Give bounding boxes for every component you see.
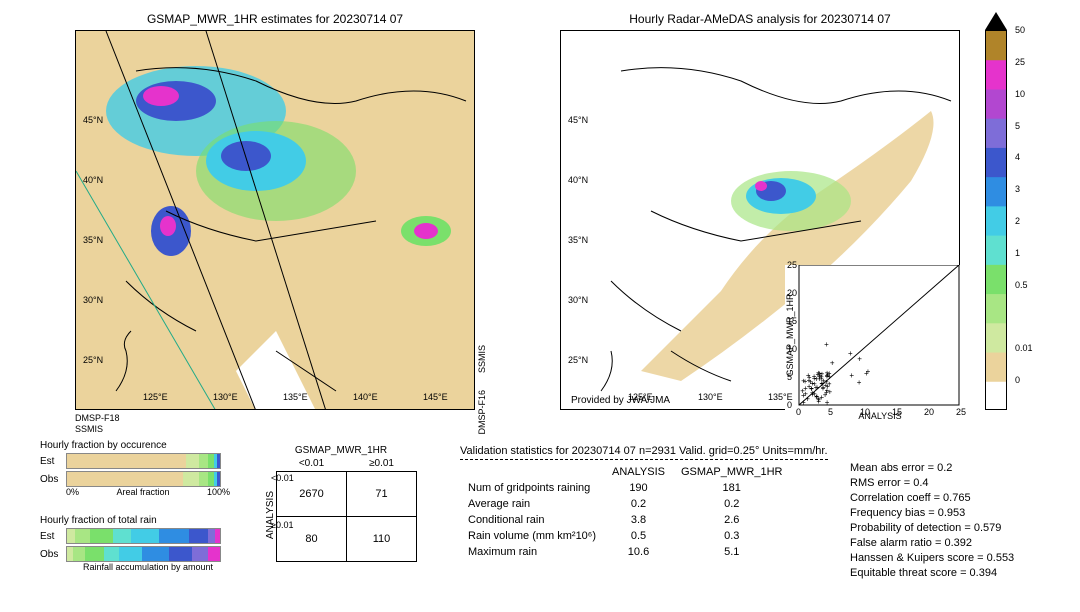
occurrence-obs-bar — [66, 471, 221, 487]
totalrain-est-bar — [66, 528, 221, 544]
totalrain-title: Hourly fraction of total rain — [40, 515, 230, 526]
axis-tick: 15 — [892, 407, 902, 417]
table-row: Average rain0.20.2 — [460, 496, 790, 512]
svg-text:+: + — [815, 392, 820, 401]
axis-tick: 0 — [787, 400, 792, 410]
axis-tick: 145°E — [423, 392, 448, 402]
right-map-title: Hourly Radar-AMeDAS analysis for 2023071… — [560, 12, 960, 26]
score-row: Equitable threat score = 0.394 — [850, 567, 1014, 579]
left-map — [75, 30, 475, 410]
axis-tick: 0.5 — [1015, 280, 1028, 290]
svg-text:+: + — [803, 377, 808, 386]
axis-tick: 40°N — [568, 175, 588, 185]
svg-text:+: + — [819, 373, 824, 382]
score-row: RMS error = 0.4 — [850, 477, 1014, 489]
axis-tick: 125°E — [628, 392, 653, 402]
validation-title: Validation statistics for 20230714 07 n=… — [460, 445, 828, 460]
axis-tick: 25°N — [568, 355, 588, 365]
axis-tick: 4 — [1015, 152, 1020, 162]
scatter-plot: ++++++++++++++++++++++++++++++++++++++++… — [785, 265, 960, 420]
validation-table: ANALYSISGSMAP_MWR_1HRNum of gridpoints r… — [460, 464, 790, 560]
svg-text:+: + — [866, 367, 871, 376]
axis-tick: 15 — [787, 316, 797, 326]
provided-label: Provided by JWA/JMA — [571, 395, 670, 406]
score-row: Frequency bias = 0.953 — [850, 507, 1014, 519]
score-row: Mean abs error = 0.2 — [850, 462, 1014, 474]
svg-text:+: + — [830, 359, 835, 368]
axis-tick: 30°N — [83, 295, 103, 305]
sat-label: SSMIS — [477, 345, 487, 373]
sat-label: DMSP-F16 — [477, 390, 487, 435]
axis-tick: 140°E — [353, 392, 378, 402]
axis-tick: 10 — [860, 407, 870, 417]
validation-panel: Validation statistics for 20230714 07 n=… — [460, 445, 828, 560]
table-row: Num of gridpoints raining190181 — [460, 480, 790, 496]
axis-tick: 35°N — [83, 235, 103, 245]
axis-tick: 25 — [956, 407, 966, 417]
score-row: Hanssen & Kuipers score = 0.553 — [850, 552, 1014, 564]
table-row: Maximum rain10.65.1 — [460, 544, 790, 560]
table-row: Rain volume (mm km²10⁶)0.50.3 — [460, 528, 790, 544]
axis-tick: 25°N — [83, 355, 103, 365]
axis-tick: 3 — [1015, 184, 1020, 194]
axis-tick: 45°N — [568, 115, 588, 125]
axis-tick: 20 — [924, 407, 934, 417]
svg-text:+: + — [827, 379, 832, 388]
colorbar — [985, 30, 1007, 413]
axis-tick: 1 — [1015, 248, 1020, 258]
svg-text:+: + — [824, 340, 829, 349]
axis-tick: 50 — [1015, 25, 1025, 35]
axis-tick: 5 — [828, 407, 833, 417]
svg-text:+: + — [815, 383, 820, 392]
svg-text:+: + — [848, 349, 853, 358]
axis-tick: 0.01 — [1015, 343, 1033, 353]
axis-tick: 2 — [1015, 216, 1020, 226]
axis-tick: 30°N — [568, 295, 588, 305]
axis-tick: 130°E — [698, 392, 723, 402]
occurrence-est-bar — [66, 453, 221, 469]
scatter-ylabel: GSMAP_MWR_1HR — [785, 293, 795, 377]
est-label: Est — [40, 456, 62, 467]
axis-tick: 130°E — [213, 392, 238, 402]
totalrain-obs-bar — [66, 546, 221, 562]
axis-tick: 125°E — [143, 392, 168, 402]
svg-text:+: + — [857, 378, 862, 387]
axis-tick: 35°N — [568, 235, 588, 245]
svg-text:+: + — [849, 371, 854, 380]
svg-text:+: + — [827, 369, 832, 378]
svg-text:+: + — [827, 387, 832, 396]
occurrence-panel: Hourly fraction by occurence Est Obs 0% … — [40, 440, 230, 497]
axis-tick: 10 — [1015, 89, 1025, 99]
score-row: Correlation coeff = 0.765 — [850, 492, 1014, 504]
axis-tick: 45°N — [83, 115, 103, 125]
table-row: Conditional rain3.82.6 — [460, 512, 790, 528]
occurrence-title: Hourly fraction by occurence — [40, 440, 230, 451]
scores-panel: Mean abs error = 0.2 RMS error = 0.4 Corre… — [850, 462, 1014, 582]
axis-tick: 20 — [787, 288, 797, 298]
axis-tick: 10 — [787, 344, 797, 354]
axis-tick: 40°N — [83, 175, 103, 185]
axis-tick: 0 — [1015, 375, 1020, 385]
score-row: False alarm ratio = 0.392 — [850, 537, 1014, 549]
axis-tick: SSMIS — [75, 424, 103, 434]
obs-label: Obs — [40, 474, 62, 485]
svg-text:+: + — [821, 384, 826, 393]
axis-tick: 25 — [1015, 57, 1025, 67]
axis-tick: 135°E — [283, 392, 308, 402]
svg-text:+: + — [857, 355, 862, 364]
contingency-table: GSMAP_MWR_1HR <0.01 ≥0.01 ANALYSIS 2670 … — [265, 445, 417, 562]
svg-text:+: + — [801, 391, 806, 400]
axis-tick: 25 — [787, 260, 797, 270]
totalrain-panel: Hourly fraction of total rain Est Obs Ra… — [40, 515, 230, 572]
axis-tick: 0 — [796, 407, 801, 417]
score-row: Probability of detection = 0.579 — [850, 522, 1014, 534]
axis-tick: 5 — [1015, 121, 1020, 131]
axis-tick: DMSP-F18 — [75, 413, 120, 423]
axis-tick: 5 — [787, 372, 792, 382]
left-map-title: GSMAP_MWR_1HR estimates for 20230714 07 — [75, 12, 475, 26]
